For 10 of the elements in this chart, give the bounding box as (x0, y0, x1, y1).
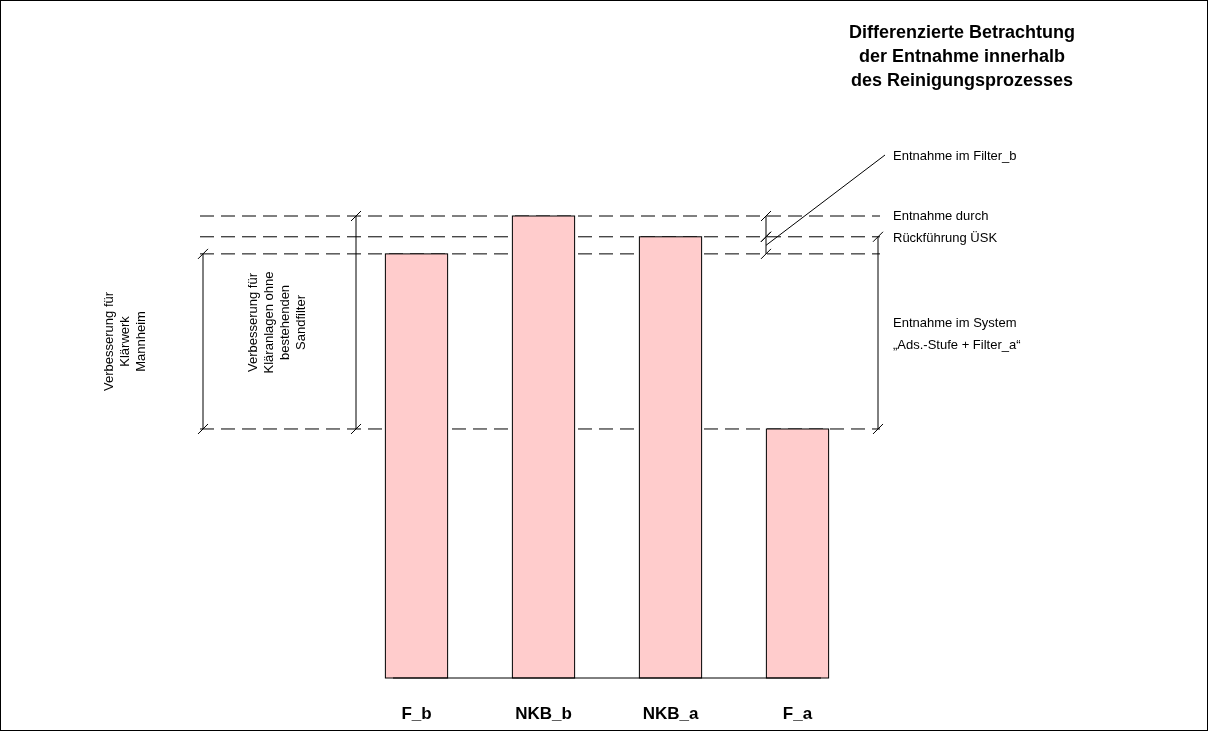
x-tick-label: NKB_b (515, 704, 572, 723)
x-tick-label: NKB_a (642, 704, 699, 723)
text: Verbesserung für Klärwerk Mannheim (101, 291, 148, 391)
x-tick-label: F_a (782, 704, 813, 723)
text: Entnahme im Filter_b (893, 148, 1017, 163)
text: Entnahme im System „Ads.-Stufe + Filter_a“ (893, 314, 1021, 352)
text: Entnahme durch Rückführung ÜSK (893, 208, 998, 246)
text: Differenzierte Betrachtung der Entnahme innerhalb des Reinigungsprozesses (848, 22, 1076, 90)
x-tick-label: F_b (401, 704, 432, 723)
text: Verbesserung für Kläranlagen ohne bestehenden Sandfilter (245, 271, 308, 374)
